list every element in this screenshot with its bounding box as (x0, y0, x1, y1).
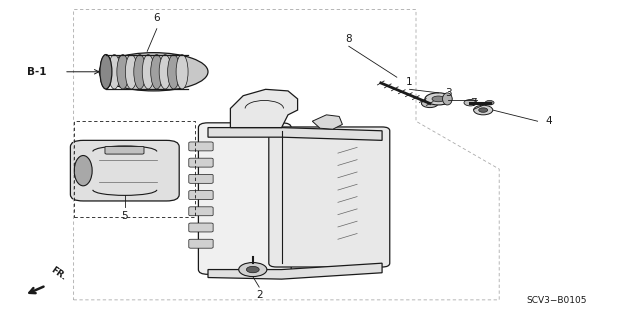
Ellipse shape (443, 93, 452, 105)
FancyBboxPatch shape (189, 207, 213, 216)
FancyBboxPatch shape (70, 140, 179, 201)
FancyBboxPatch shape (189, 142, 213, 151)
Polygon shape (208, 263, 382, 279)
Text: FR.: FR. (49, 265, 68, 282)
Circle shape (474, 105, 493, 115)
Ellipse shape (117, 55, 129, 89)
Ellipse shape (108, 55, 120, 89)
FancyBboxPatch shape (189, 158, 213, 167)
Polygon shape (208, 128, 382, 140)
Circle shape (464, 100, 477, 106)
FancyBboxPatch shape (198, 123, 291, 274)
Text: 2: 2 (256, 290, 262, 300)
Circle shape (246, 266, 259, 273)
Text: SCV3−B0105: SCV3−B0105 (527, 296, 587, 305)
Ellipse shape (432, 96, 445, 102)
Circle shape (239, 263, 267, 277)
Polygon shape (230, 89, 298, 128)
Text: 7: 7 (470, 98, 477, 108)
FancyBboxPatch shape (189, 174, 213, 183)
Ellipse shape (425, 93, 452, 105)
Circle shape (479, 108, 488, 112)
Ellipse shape (150, 55, 163, 89)
FancyBboxPatch shape (189, 239, 213, 248)
Ellipse shape (176, 55, 188, 89)
FancyBboxPatch shape (189, 190, 213, 200)
Ellipse shape (159, 55, 171, 89)
Ellipse shape (125, 55, 138, 89)
Circle shape (422, 99, 438, 108)
Polygon shape (312, 115, 342, 129)
Ellipse shape (100, 55, 112, 89)
Text: 3: 3 (445, 88, 451, 98)
Ellipse shape (99, 53, 208, 91)
Text: B-1: B-1 (27, 67, 46, 77)
Circle shape (485, 100, 494, 105)
Text: 6: 6 (154, 13, 160, 23)
FancyBboxPatch shape (269, 127, 390, 267)
Ellipse shape (168, 55, 180, 89)
Text: 4: 4 (545, 116, 552, 126)
Ellipse shape (142, 55, 154, 89)
Text: 1: 1 (406, 77, 413, 87)
Text: 8: 8 (346, 34, 352, 44)
Ellipse shape (74, 155, 92, 186)
Ellipse shape (134, 55, 146, 89)
FancyBboxPatch shape (105, 146, 144, 154)
Ellipse shape (100, 55, 112, 89)
FancyBboxPatch shape (189, 223, 213, 232)
Text: 5: 5 (122, 211, 128, 221)
